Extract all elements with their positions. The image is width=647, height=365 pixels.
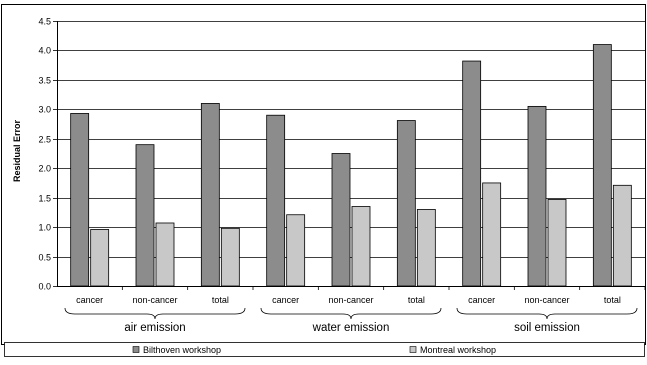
x-category-label: cancer [468,295,495,305]
x-category-label: total [408,295,425,305]
bar-bilthoven [462,60,482,287]
axes [53,21,646,320]
group-label: air emission [124,322,185,334]
legend-swatch [132,346,140,353]
bar-bilthoven [527,105,547,287]
x-category-label: cancer [76,295,103,305]
legend-box [4,342,645,357]
legend-label: Bilthoven workshop [143,345,221,355]
y-tick-label: 0.5 [38,253,51,263]
y-tick-label: 3.5 [38,76,51,86]
bar-bilthoven [135,144,155,287]
bar-bilthoven [592,44,612,287]
chart-frame [1,4,646,345]
bar-montreal [155,222,175,287]
x-category-label: non-cancer [328,295,373,305]
x-category-label: total [604,295,621,305]
bar-montreal [351,206,371,287]
x-category-label: cancer [272,295,299,305]
bar-bilthoven [396,120,416,287]
group-label: soil emission [514,322,580,334]
x-category-label: non-cancer [132,295,177,305]
y-tick-label: 2.0 [38,164,51,174]
group-brace [260,307,442,320]
bar-bilthoven [331,153,351,287]
y-tick-label: 2.5 [38,135,51,145]
y-tick-label: 1.5 [38,194,51,204]
labels: 0.0 0.5 1.0 1.5 2.0 2.5 3.0 3.5 4.0 4.5 cancer non-… [38,17,620,335]
bars [70,44,632,287]
legend: Bilthoven workshop Montreal workshop [4,342,645,357]
bar-montreal [286,214,306,287]
bar-montreal [90,229,110,287]
group-label: water emission [312,322,390,334]
legend-swatch [409,346,417,353]
y-tick-label: 4.0 [38,46,51,56]
y-tick-label: 0.0 [38,282,51,292]
group-brace [456,307,638,320]
bar-bilthoven [266,114,286,287]
bar-montreal [220,227,240,287]
bar-montreal [547,199,567,287]
bar-bilthoven [200,103,220,287]
bar-montreal [482,182,502,287]
gridlines [57,21,645,258]
group-brace [64,307,246,320]
x-category-label: total [212,295,229,305]
bar-montreal [612,184,632,287]
y-tick-label: 4.5 [38,17,51,27]
y-tick-label: 3.0 [38,105,51,115]
y-axis-label: Residual Error [12,119,22,182]
y-tick-label: 1.0 [38,223,51,233]
legend-label: Montreal workshop [420,345,496,355]
bar-montreal [416,209,436,287]
bar-bilthoven [70,113,90,287]
x-category-label: non-cancer [524,295,569,305]
